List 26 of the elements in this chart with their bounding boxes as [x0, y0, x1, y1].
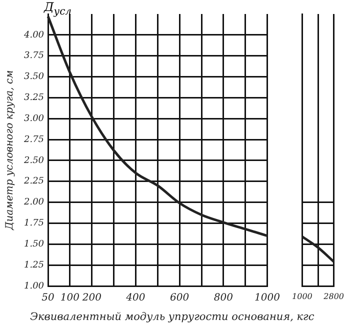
- x-tick-label: 600: [170, 292, 190, 304]
- x-tick-label: 1000: [292, 292, 312, 301]
- x-tick-label: 2800: [322, 292, 344, 301]
- y-tick-label: 4.00: [22, 30, 44, 40]
- y-tick-label: 1.75: [24, 218, 44, 229]
- y-tick-label: 2.75: [22, 134, 44, 145]
- x-tick-label: 1000: [254, 292, 281, 304]
- y-tick-label: 1.50: [24, 240, 44, 250]
- y-tick-label: 2.50: [22, 156, 44, 166]
- x-tick-label: 50: [42, 292, 56, 304]
- y-axis-title: Диаметр условного круга, см: [4, 70, 16, 231]
- y-tick-label: 1.25: [24, 260, 44, 270]
- x-tick-label: 100: [60, 292, 80, 304]
- y-tick-label: 2.00: [22, 198, 44, 208]
- line-series: [46, 15, 269, 238]
- y-tick-label: 1.00: [24, 281, 44, 292]
- x-tick-label: 200: [81, 292, 102, 304]
- annotation: Д$_{усл}$: [44, 0, 72, 18]
- x-axis-title: Эквивалентный модуль упругости основания, кгс: [30, 311, 316, 323]
- y-tick-label: 3.25: [24, 93, 44, 104]
- y-tick-label: 2.25: [22, 176, 44, 187]
- x-tick-label: 800: [214, 292, 234, 304]
- y-tick-label: 3.00: [24, 114, 44, 124]
- y-tick-label: 3.50: [24, 72, 44, 82]
- y-tick-label: 3.75: [24, 51, 44, 62]
- x-tick-label: 400: [125, 292, 146, 304]
